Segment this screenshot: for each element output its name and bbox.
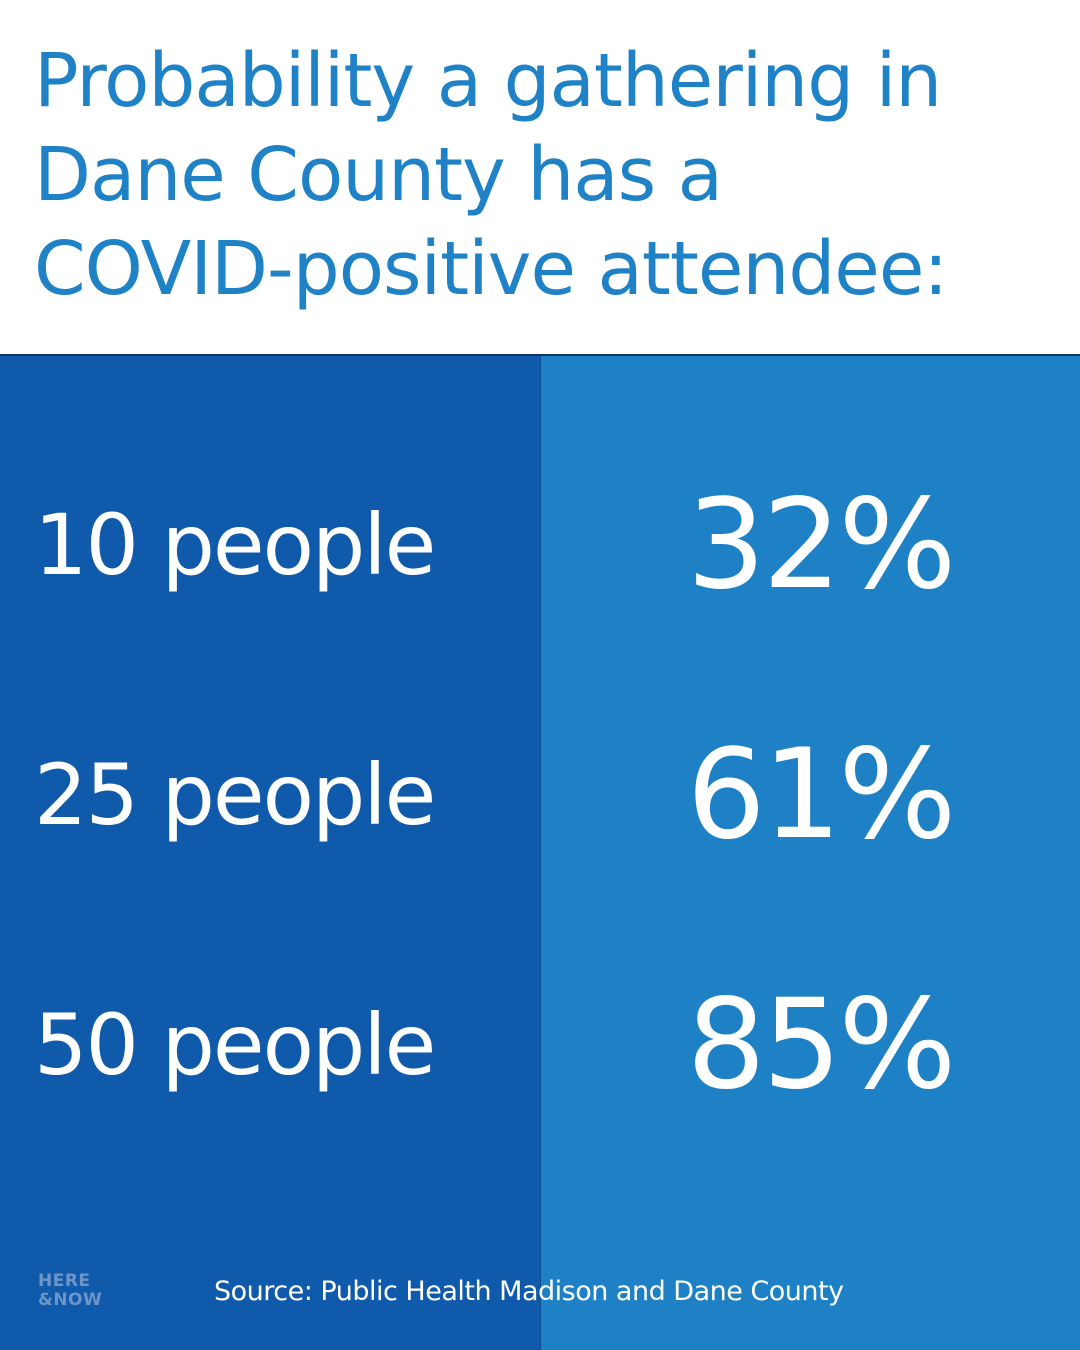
row-label-10: 10 people [34, 496, 436, 594]
labels-panel [0, 355, 540, 1350]
source-credit: Source: Public Health Madison and Dane C… [214, 1276, 844, 1307]
row-label-25: 25 people [34, 746, 436, 844]
panel-divider [540, 355, 541, 1350]
page-title: Probability a gathering in Dane County h… [34, 34, 1064, 316]
row-label-50: 50 people [34, 996, 436, 1094]
logo-line-1: HERE [38, 1271, 91, 1291]
title-line-3: COVID-positive attendee: [34, 226, 948, 312]
panel-top-rule [0, 354, 1080, 356]
row-value-50: 85% [686, 973, 957, 1117]
title-line-1: Probability a gathering in [34, 38, 942, 124]
values-panel [540, 355, 1080, 1350]
row-value-25: 61% [686, 723, 957, 867]
row-value-10: 32% [686, 473, 957, 617]
header: Probability a gathering in Dane County h… [0, 0, 1080, 355]
logo-line-2: &NOW [38, 1290, 103, 1310]
here-and-now-logo: HERE &NOW [38, 1272, 102, 1310]
title-line-2: Dane County has a [34, 132, 723, 218]
